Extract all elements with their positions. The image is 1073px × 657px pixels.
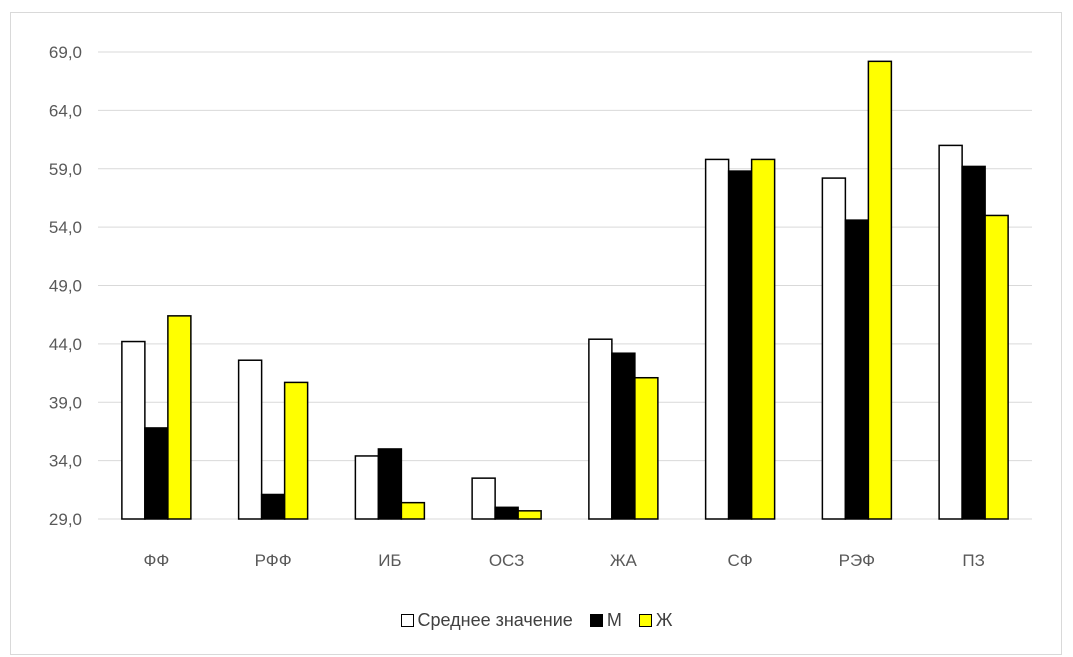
y-tick-label: 64,0 <box>49 101 82 120</box>
x-tick-label: СФ <box>728 551 753 570</box>
bar-m-3 <box>494 506 519 520</box>
bar-zh-3 <box>517 510 542 520</box>
bar-mean-6 <box>821 177 847 520</box>
y-tick-label: 39,0 <box>49 393 82 412</box>
bar-mean-5 <box>704 158 730 520</box>
legend-label-m: М <box>606 610 622 630</box>
legend-swatch-zh <box>638 614 652 627</box>
y-tick-label: 44,0 <box>49 335 82 354</box>
x-tick-label: РФФ <box>255 551 292 570</box>
bars <box>121 60 1009 520</box>
legend-item-zh: Ж <box>638 610 673 631</box>
legend-label-mean: Среднее значение <box>417 610 573 630</box>
bar-m-5 <box>727 170 753 520</box>
bar-zh-4 <box>634 376 659 520</box>
bar-zh-1 <box>283 381 309 520</box>
y-tick-label: 29,0 <box>49 510 82 529</box>
x-tick-label: ИБ <box>378 551 401 570</box>
bar-zh-5 <box>750 158 776 520</box>
y-tick-label: 59,0 <box>49 160 82 179</box>
legend-item-mean: Среднее значение <box>400 610 573 631</box>
bar-zh-7 <box>984 214 1009 520</box>
x-tick-label: ПЗ <box>962 551 985 570</box>
bar-m-2 <box>377 448 403 520</box>
bar-m-6 <box>844 219 870 520</box>
bar-mean-2 <box>354 455 380 520</box>
y-tick-label: 54,0 <box>49 218 82 237</box>
bar-mean-3 <box>471 477 496 520</box>
bar-zh-0 <box>167 315 192 520</box>
y-tick-label: 34,0 <box>49 452 82 471</box>
bar-m-7 <box>961 165 986 520</box>
x-tick-label: ФФ <box>143 551 169 570</box>
legend: Среднее значение М Ж <box>0 610 1073 632</box>
bar-zh-2 <box>400 501 426 520</box>
bar-mean-1 <box>237 359 263 520</box>
x-axis-ticks: ФФ РФФ ИБ ОСЗ ЖА СФ РЭФ ПЗ <box>143 551 984 570</box>
bar-m-1 <box>260 493 286 520</box>
x-tick-label: ОСЗ <box>489 551 525 570</box>
bar-m-4 <box>611 352 636 520</box>
x-tick-label: ЖА <box>610 551 638 570</box>
legend-item-m: М <box>589 610 622 631</box>
x-tick-label: РЭФ <box>839 551 875 570</box>
legend-label-zh: Ж <box>655 610 673 630</box>
y-tick-label: 69,0 <box>49 43 82 62</box>
legend-swatch-mean <box>400 614 414 627</box>
bar-mean-0 <box>121 340 146 520</box>
y-axis-ticks: 29,0 34,0 39,0 44,0 49,0 54,0 59,0 64,0 69,0 <box>49 43 82 529</box>
bar-m-0 <box>144 427 169 520</box>
bar-zh-6 <box>867 60 893 520</box>
y-tick-label: 49,0 <box>49 277 82 296</box>
bar-mean-7 <box>938 144 963 520</box>
bar-mean-4 <box>588 338 613 520</box>
legend-swatch-m <box>589 614 603 627</box>
